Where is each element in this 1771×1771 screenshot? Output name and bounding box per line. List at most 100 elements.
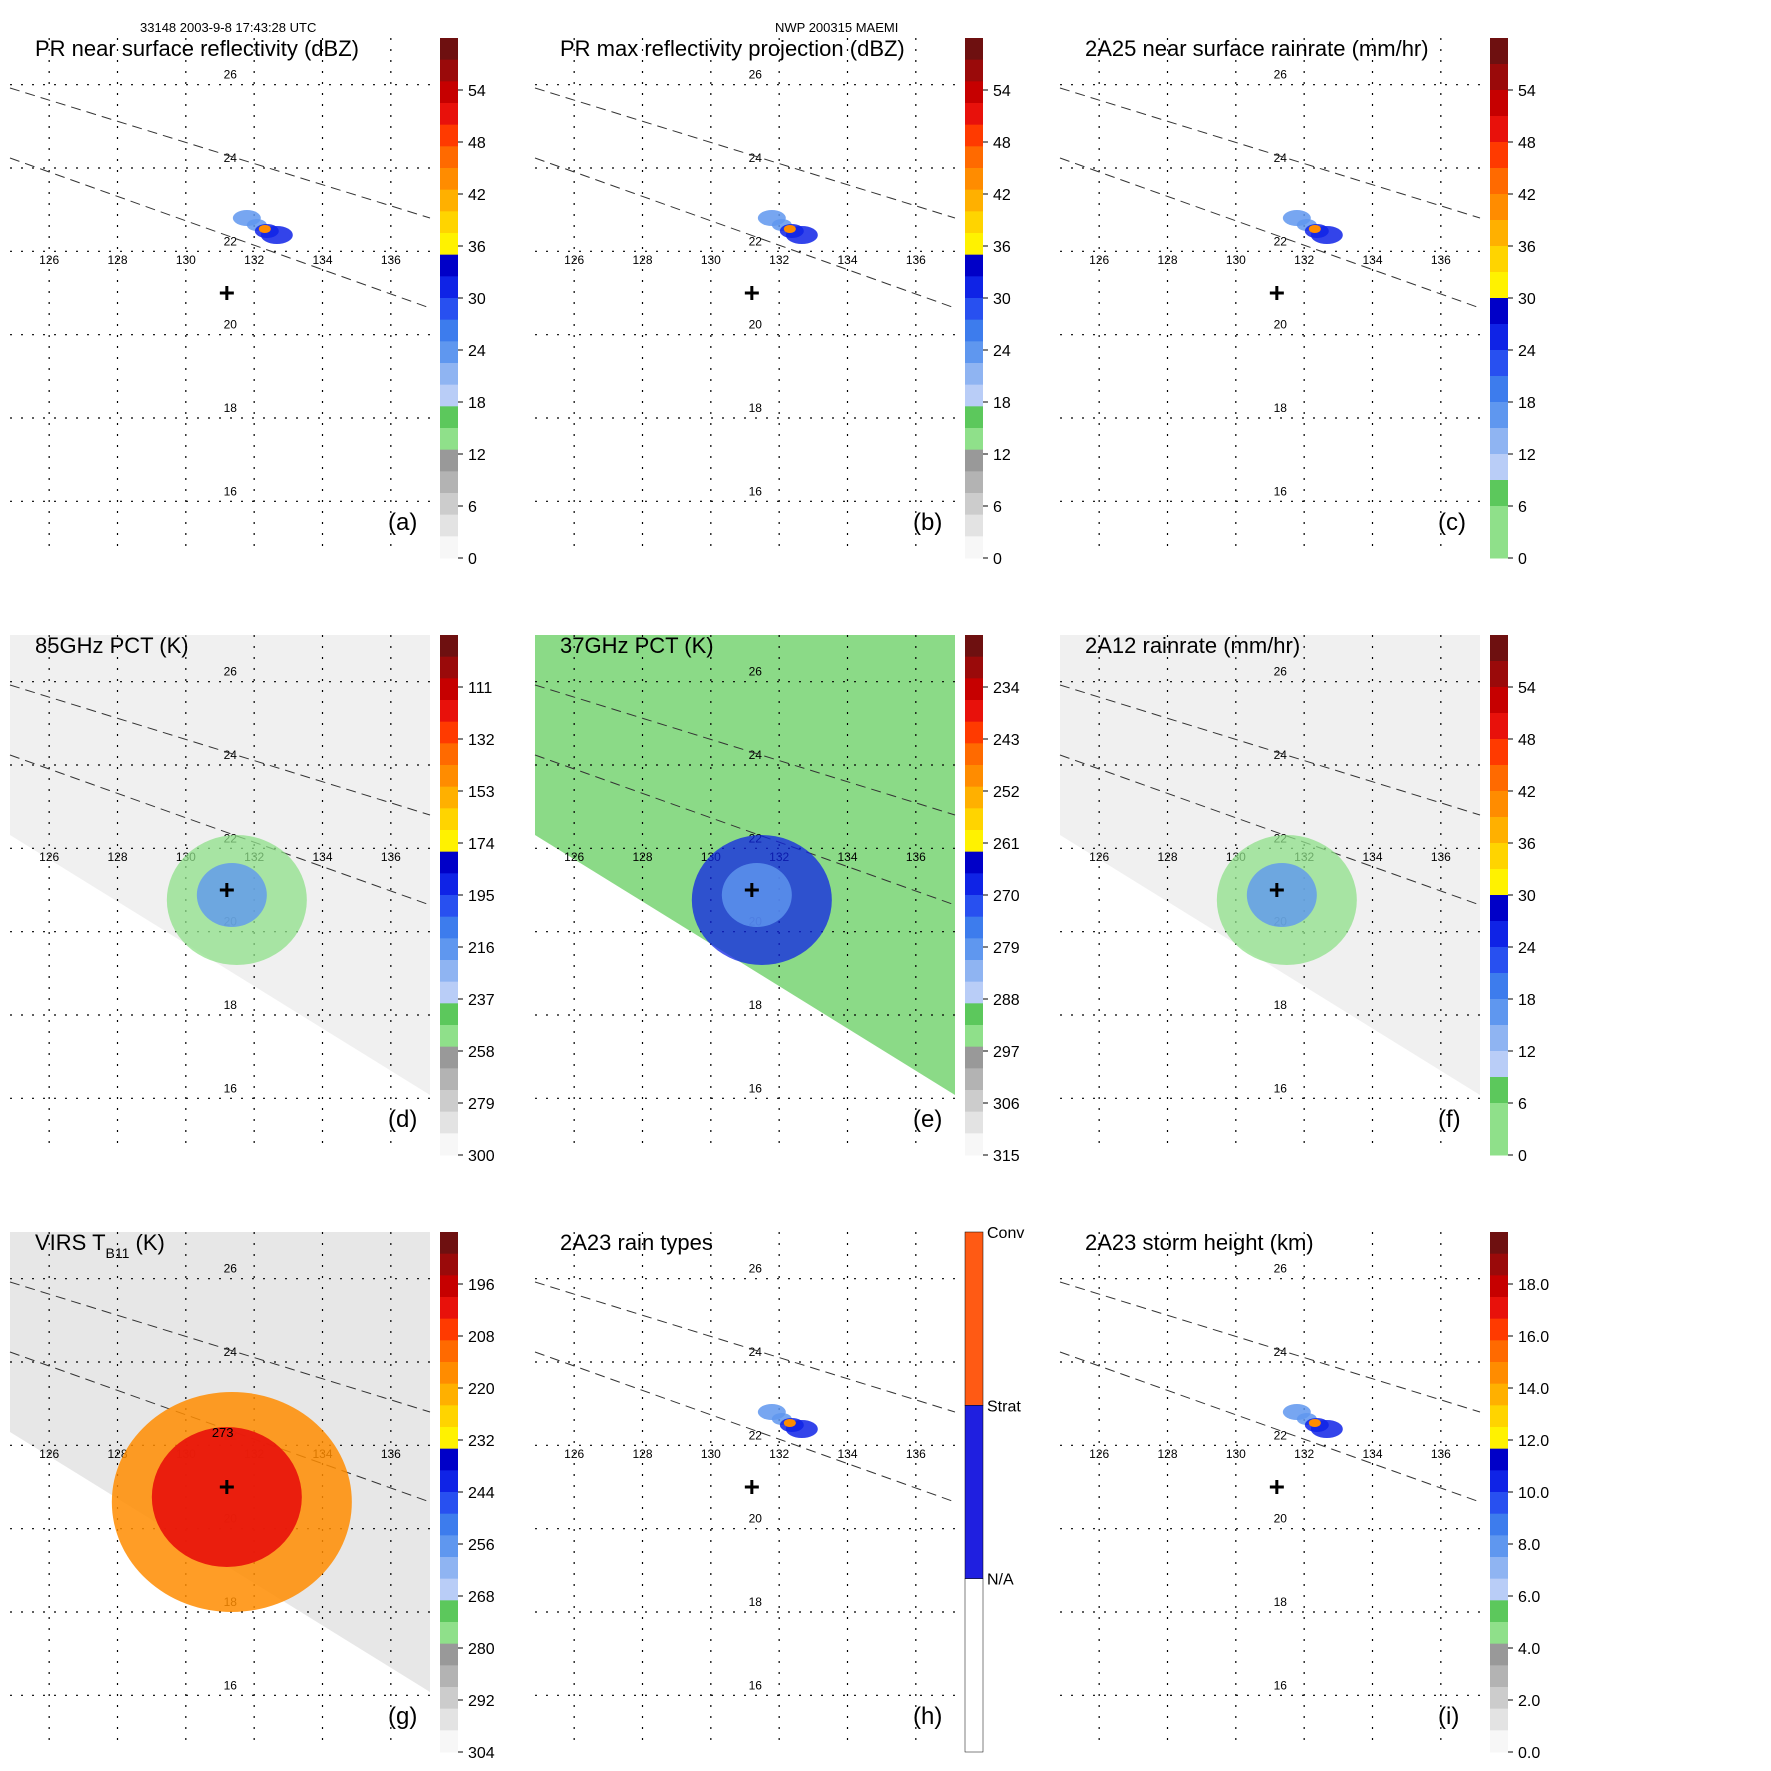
colorbar-segment — [440, 1600, 458, 1623]
colorbar-segment — [440, 211, 458, 234]
colorbar-segment — [965, 851, 983, 874]
colorbar-label: 279 — [993, 940, 1020, 957]
colorbar-label: 24 — [993, 343, 1011, 360]
colorbar-segment — [440, 721, 458, 744]
colorbar-segment — [964, 1405, 984, 1579]
colorbar-segment — [965, 765, 983, 788]
lat-tick-label: 20 — [224, 318, 238, 332]
panel-letter: (c) — [1438, 509, 1466, 536]
colorbar-label: 0 — [1518, 551, 1527, 568]
lat-tick-label: 18 — [1274, 401, 1288, 415]
colorbar-label: 270 — [993, 888, 1020, 905]
lat-tick-label: 16 — [1274, 1081, 1288, 1095]
storm-core — [1246, 863, 1317, 927]
colorbar-label: 297 — [993, 1044, 1020, 1061]
lat-tick-label: 20 — [1274, 318, 1288, 332]
colorbar-segment — [1490, 1730, 1508, 1753]
lat-tick-label: 26 — [1274, 68, 1288, 82]
colorbar-segment — [1490, 298, 1508, 325]
colorbar-segment — [1490, 168, 1508, 195]
colorbar-segment — [440, 1470, 458, 1493]
colorbar-label: 30 — [993, 291, 1011, 308]
colorbar-segment — [965, 211, 983, 234]
panel-letter: (d) — [388, 1106, 417, 1133]
colorbar-label: 18.0 — [1518, 1277, 1549, 1294]
lat-tick-label: 22 — [749, 234, 763, 248]
lon-tick-label: 128 — [107, 253, 127, 267]
colorbar-segment — [440, 1003, 458, 1026]
lon-tick-label: 132 — [244, 253, 264, 267]
colorbar-segment — [1490, 480, 1508, 507]
lon-tick-label: 134 — [1362, 253, 1382, 267]
colorbar-segment — [440, 743, 458, 766]
colorbar-segment — [440, 254, 458, 277]
storm-center-marker — [219, 286, 234, 300]
colorbar-label: 12 — [1518, 1044, 1536, 1061]
colorbar-segment — [1490, 1051, 1508, 1078]
colorbar-label: 196 — [468, 1277, 495, 1294]
panel-title: 85GHz PCT (K) — [35, 633, 189, 658]
colorbar-segment — [440, 168, 458, 191]
colorbar-segment — [440, 700, 458, 723]
colorbar-segment — [1490, 687, 1508, 714]
colorbar-segment — [1490, 246, 1508, 273]
lon-tick-label: 136 — [381, 253, 401, 267]
colorbar-segment — [440, 1362, 458, 1385]
lon-tick-label: 126 — [39, 253, 59, 267]
colorbar-segment — [965, 536, 983, 559]
storm-center-marker — [1269, 1480, 1284, 1494]
lat-tick-label: 20 — [749, 318, 763, 332]
colorbar-label: 42 — [993, 187, 1011, 204]
colorbar-label: 48 — [1518, 135, 1536, 152]
colorbar-label: 36 — [468, 239, 486, 256]
lon-tick-label: 126 — [1089, 1447, 1109, 1461]
colorbar-segment — [965, 895, 983, 918]
swath-edge-north — [1059, 1281, 1481, 1413]
colorbar-segment — [1490, 817, 1508, 844]
colorbar-label: 252 — [993, 784, 1020, 801]
colorbar-label: N/A — [987, 1572, 1014, 1589]
lat-tick-label: 18 — [224, 998, 238, 1012]
colorbar-segment — [1490, 765, 1508, 792]
colorbar-segment — [440, 1090, 458, 1113]
colorbar-segment — [965, 59, 983, 82]
panel-title: PR near surface reflectivity (dBZ) — [35, 36, 359, 61]
colorbar-label: 24 — [1518, 940, 1536, 957]
colorbar-segment — [440, 1492, 458, 1515]
colorbar-label: 24 — [1518, 343, 1536, 360]
colorbar-segment — [965, 830, 983, 853]
colorbar-label: 42 — [468, 187, 486, 204]
colorbar-segment — [440, 1687, 458, 1710]
panel-letter: (b) — [913, 509, 942, 536]
colorbar-segment — [440, 1383, 458, 1406]
colorbar-segment — [440, 146, 458, 169]
colorbar-label: 174 — [468, 836, 495, 853]
colorbar-label: 12 — [1518, 447, 1536, 464]
colorbar-segment — [1490, 1622, 1508, 1645]
lat-tick-label: 22 — [749, 1428, 763, 1442]
colorbar-segment — [1490, 90, 1508, 117]
lat-tick-label: 24 — [1274, 151, 1288, 165]
colorbar-label: 10.0 — [1518, 1485, 1549, 1502]
colorbar-label: 36 — [993, 239, 1011, 256]
colorbar-segment — [1490, 142, 1508, 169]
colorbar-segment — [965, 700, 983, 723]
colorbar-segment — [440, 1297, 458, 1320]
colorbar-segment — [1490, 324, 1508, 351]
lat-tick-label: 16 — [224, 1678, 238, 1692]
colorbar-label: 54 — [1518, 680, 1536, 697]
lat-tick-label: 18 — [749, 1595, 763, 1609]
lon-tick-label: 136 — [1431, 1447, 1451, 1461]
colorbar-segment — [965, 124, 983, 147]
colorbar-segment — [965, 1090, 983, 1113]
orbit-header: 33148 2003-9-8 17:43:28 UTC — [140, 20, 317, 35]
colorbar-segment — [1490, 116, 1508, 143]
colorbar-label: 220 — [468, 1381, 495, 1398]
colorbar-label: 48 — [1518, 732, 1536, 749]
colorbar-segment — [965, 384, 983, 407]
colorbar-segment — [965, 363, 983, 386]
colorbar-label: 16.0 — [1518, 1329, 1549, 1346]
colorbar-segment — [440, 938, 458, 961]
